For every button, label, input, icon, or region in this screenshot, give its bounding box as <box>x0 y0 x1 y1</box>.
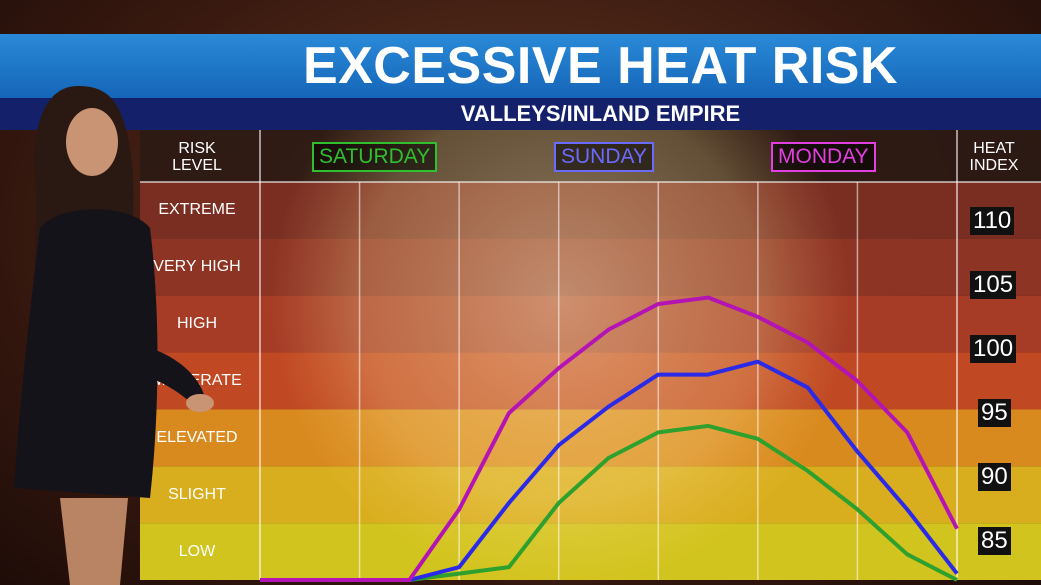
heat-index-tick: 95 <box>978 399 1011 428</box>
series-line-monday <box>260 295 959 582</box>
day-label-saturday: SATURDAY <box>312 142 438 172</box>
risk-level-label: SLIGHT <box>168 485 226 503</box>
sun-glow <box>270 130 850 585</box>
risk-level-label: LOW <box>178 542 216 560</box>
heat-index-tick: 90 <box>978 463 1011 492</box>
heat-index-tick: 110 <box>970 206 1015 235</box>
subtitle-bar <box>0 98 1041 130</box>
presenter-figure <box>14 86 214 585</box>
risk-level-label: EXTREME <box>158 201 236 219</box>
heat-index-tick: 85 <box>978 527 1011 556</box>
risk-level-label: HIGH <box>177 315 217 333</box>
page-title: EXCESSIVE HEAT RISK <box>302 37 899 95</box>
day-label-sunday: SUNDAY <box>554 142 654 172</box>
heat-chart <box>140 130 1041 585</box>
chart-grid <box>140 130 1041 580</box>
risk-level-header: RISK LEVEL <box>172 140 222 174</box>
title-banner <box>0 34 1041 98</box>
risk-level-label: VERY HIGH <box>153 258 241 276</box>
series-lines <box>260 295 959 582</box>
heat-index-tick: 100 <box>970 334 1017 363</box>
risk-level-label: ELEVATED <box>156 428 238 446</box>
heat-index-tick: 105 <box>970 270 1017 299</box>
page-subtitle: VALLEYS/INLAND EMPIRE <box>460 101 741 126</box>
day-label-monday: MONDAY <box>771 142 876 172</box>
heat-index-header: HEAT INDEX <box>969 140 1019 174</box>
